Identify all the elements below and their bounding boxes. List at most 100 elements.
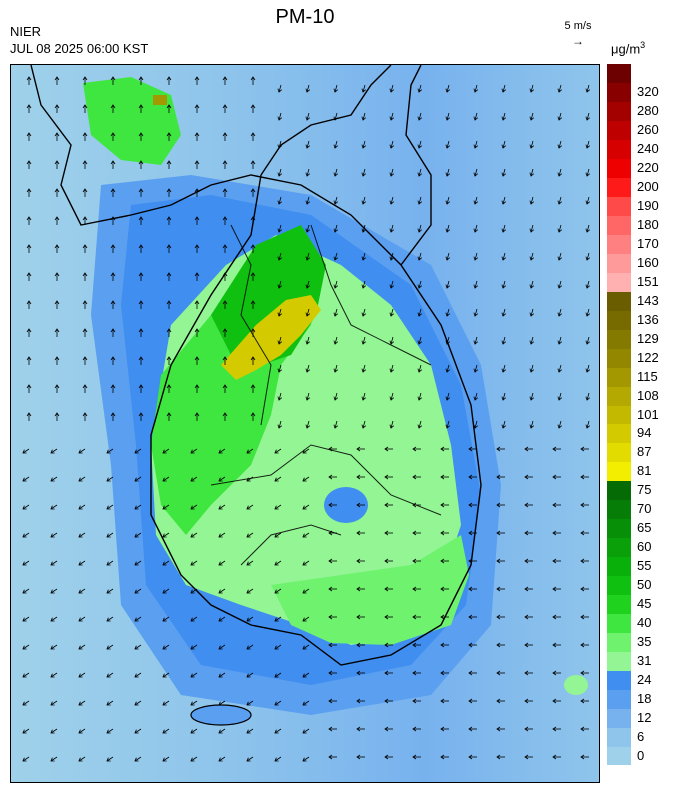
wind-vector-head <box>22 673 27 678</box>
wind-vector-arrow <box>190 616 198 622</box>
wind-vector-head <box>166 328 172 333</box>
wind-vector-arrow <box>106 560 114 566</box>
wind-vector-head <box>412 614 417 620</box>
wind-vector-head <box>302 645 307 650</box>
unit-base: μg/m <box>611 41 641 57</box>
wind-vector-head <box>222 384 228 389</box>
wind-vector-head <box>468 726 473 732</box>
wind-vector-head <box>580 726 585 732</box>
wind-vector-arrow <box>474 84 478 93</box>
legend-color-cell <box>607 196 631 217</box>
wind-vector-head <box>138 104 144 109</box>
wind-vector-arrow <box>306 336 310 345</box>
wind-vector-head <box>277 256 283 261</box>
wind-vector-head <box>445 144 451 149</box>
wind-vector-head <box>166 356 172 361</box>
wind-vector-head <box>328 698 333 704</box>
wind-vector-head <box>328 530 333 536</box>
wind-vector-arrow <box>218 448 226 454</box>
wind-vector-head <box>580 586 585 592</box>
northern-peak-patch <box>153 95 167 105</box>
wind-vector-head <box>361 340 367 345</box>
wind-vector-head <box>274 617 279 622</box>
wind-vector-head <box>328 614 333 620</box>
wind-vector-head <box>277 88 283 93</box>
wind-vector-head <box>333 312 339 317</box>
forecast-datetime: JUL 08 2025 06:00 KST <box>10 41 149 56</box>
wind-vector-arrow <box>274 532 282 538</box>
wind-vector-head <box>384 586 389 592</box>
wind-vector-head <box>194 356 200 361</box>
wind-vector-arrow <box>274 756 282 762</box>
wind-vector-arrow <box>558 392 562 401</box>
wind-vector-arrow <box>586 308 590 317</box>
wind-vector-head <box>274 673 279 678</box>
wind-vector-arrow <box>502 252 506 261</box>
wind-vector-arrow <box>218 644 226 650</box>
wind-vector-arrow <box>162 756 170 762</box>
wind-vector-arrow <box>558 280 562 289</box>
wind-vector-head <box>222 300 228 305</box>
southern-concentration-area <box>271 535 469 645</box>
wind-vector-head <box>389 200 395 205</box>
wind-vector-head <box>54 412 60 417</box>
wind-vector-head <box>26 356 32 361</box>
wind-vector-head <box>361 228 367 233</box>
wind-vector-head <box>328 726 333 732</box>
wind-vector-arrow <box>134 504 142 510</box>
wind-vector-head <box>54 328 60 333</box>
wind-vector-head <box>305 284 311 289</box>
wind-vector-arrow <box>162 476 170 482</box>
wind-vector-arrow <box>418 140 422 149</box>
wind-vector-arrow <box>134 728 142 734</box>
map-canvas <box>11 65 599 782</box>
wind-vector-head <box>501 396 507 401</box>
wind-vector-arrow <box>586 364 590 373</box>
legend-tick-label: 170 <box>637 235 659 251</box>
wind-vector-head <box>333 228 339 233</box>
wind-vector-head <box>496 502 501 508</box>
wind-vector-arrow <box>162 672 170 678</box>
wind-vector-head <box>524 642 529 648</box>
wind-vector-arrow <box>306 392 310 401</box>
legend-color-cell <box>607 499 631 520</box>
wind-vector-arrow <box>162 588 170 594</box>
wind-vector-head <box>389 172 395 177</box>
wind-vector-head <box>412 586 417 592</box>
wind-vector-head <box>302 449 307 454</box>
wind-vector-arrow <box>362 84 366 93</box>
wind-vector-head <box>250 160 256 165</box>
wind-vector-head <box>440 726 445 732</box>
wind-vector-arrow <box>134 448 142 454</box>
wind-vector-head <box>250 188 256 193</box>
wind-vector-head <box>26 272 32 277</box>
wind-vector-head <box>529 116 535 121</box>
legend-color-cell <box>607 386 631 406</box>
wind-vector-head <box>585 284 591 289</box>
wind-vector-head <box>22 729 27 734</box>
wind-vector-arrow <box>278 252 282 261</box>
wind-vector-head <box>22 757 27 762</box>
wind-vector-head <box>361 116 367 121</box>
wind-vector-head <box>389 312 395 317</box>
wind-vector-head <box>134 729 139 734</box>
wind-vector-arrow <box>558 168 562 177</box>
wind-vector-arrow <box>418 308 422 317</box>
legend-color-cell <box>607 139 631 160</box>
wind-vector-arrow <box>218 532 226 538</box>
wind-vector-head <box>134 617 139 622</box>
wind-vector-head <box>384 502 389 508</box>
wind-vector-arrow <box>218 588 226 594</box>
wind-vector-arrow <box>446 112 450 121</box>
wind-vector-arrow <box>246 644 254 650</box>
eastern-inland-area <box>331 325 441 475</box>
wind-vector-head <box>389 340 395 345</box>
wind-vector-head <box>557 228 563 233</box>
wind-vector-head <box>78 449 83 454</box>
wind-vector-arrow <box>218 560 226 566</box>
wind-vector-arrow <box>22 504 30 510</box>
wind-vector-arrow <box>418 196 422 205</box>
wind-vector-head <box>222 272 228 277</box>
wind-vector-head <box>194 272 200 277</box>
wind-vector-arrow <box>502 364 506 373</box>
